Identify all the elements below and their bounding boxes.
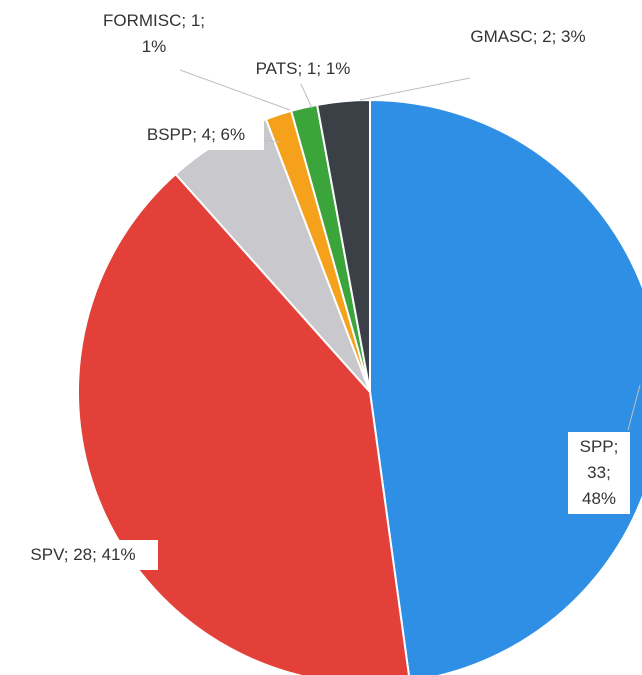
pie-slice: [369, 98, 642, 675]
pie-slice: [77, 172, 410, 675]
leader-lines: [179, 69, 641, 431]
data-label: BSPP; 4; 6%: [128, 120, 264, 150]
leader-line: [359, 77, 471, 101]
data-label: FORMISC; 1; 1%: [88, 6, 220, 62]
data-label: SPV; 28; 41%: [8, 540, 158, 570]
data-label: GMASC; 2; 3%: [462, 22, 594, 52]
data-label: PATS; 1; 1%: [238, 54, 368, 84]
leader-line: [261, 139, 281, 143]
leader-line: [299, 81, 313, 109]
leader-line: [179, 69, 291, 111]
data-label: SPP; 33; 48%: [568, 432, 630, 514]
pie-slice: [315, 98, 371, 393]
leader-line: [627, 384, 641, 431]
